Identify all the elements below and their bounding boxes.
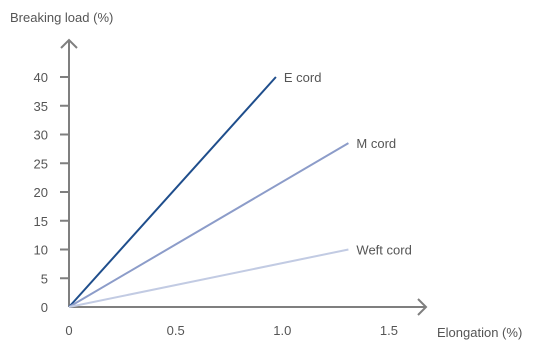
ticks-layer: 0 5 10 15 20 25 30 35 40 0 0.5 1.0 1.5 <box>34 70 398 338</box>
y-tick-label: 15 <box>34 214 48 229</box>
series-layer: E cord M cord Weft cord <box>69 70 412 307</box>
x-tick-label: 1.0 <box>273 323 291 338</box>
x-tick-label: 0 <box>65 323 72 338</box>
x-axis-label: Elongation (%) <box>437 325 522 340</box>
series-label: M cord <box>356 136 396 151</box>
series-line <box>69 77 276 307</box>
y-tick-label: 5 <box>41 271 48 286</box>
y-tick-label: 10 <box>34 243 48 258</box>
y-tick-label: 30 <box>34 128 48 143</box>
x-tick-label: 1.5 <box>380 323 398 338</box>
y-tick-label: 40 <box>34 70 48 85</box>
y-tick-label: 35 <box>34 99 48 114</box>
y-axis-label: Breaking load (%) <box>10 10 113 25</box>
y-tick-label: 20 <box>34 185 48 200</box>
y-tick-label: 0 <box>41 300 48 315</box>
series-label: E cord <box>284 70 322 85</box>
series-line <box>69 250 348 308</box>
y-tick-label: 25 <box>34 156 48 171</box>
series-label: Weft cord <box>356 243 411 258</box>
x-tick-label: 0.5 <box>167 323 185 338</box>
series-line <box>69 143 348 307</box>
